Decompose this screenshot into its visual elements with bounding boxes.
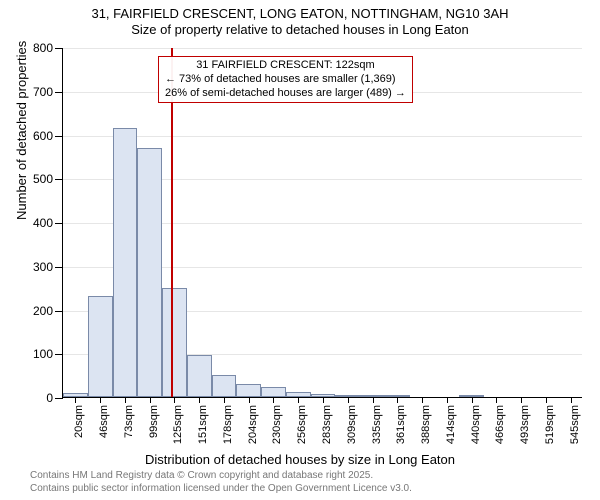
x-tick-label: 46sqm bbox=[98, 405, 110, 438]
histogram-bar bbox=[88, 296, 113, 397]
y-tick-label: 100 bbox=[33, 347, 53, 361]
histogram-bar bbox=[137, 148, 162, 397]
chart-title: 31, FAIRFIELD CRESCENT, LONG EATON, NOTT… bbox=[0, 0, 600, 39]
y-tick-label: 800 bbox=[33, 41, 53, 55]
y-tick bbox=[55, 398, 63, 399]
y-tick bbox=[55, 179, 63, 180]
annotation-line: 26% of semi-detached houses are larger (… bbox=[165, 87, 406, 101]
footer-line-2: Contains public sector information licen… bbox=[30, 483, 412, 496]
x-tick-label: 309sqm bbox=[346, 405, 358, 444]
x-tick-label: 466sqm bbox=[494, 405, 506, 444]
x-tick-label: 545sqm bbox=[569, 405, 581, 444]
y-tick-label: 700 bbox=[33, 85, 53, 99]
y-tick-label: 200 bbox=[33, 304, 53, 318]
gridline bbox=[63, 48, 582, 49]
title-line-1: 31, FAIRFIELD CRESCENT, LONG EATON, NOTT… bbox=[0, 6, 600, 22]
x-tick-label: 335sqm bbox=[371, 405, 383, 444]
x-tick bbox=[472, 397, 473, 403]
y-tick bbox=[55, 92, 63, 93]
histogram-bar bbox=[187, 355, 212, 397]
y-tick bbox=[55, 354, 63, 355]
histogram-bar bbox=[261, 387, 286, 397]
annotation-line: ← 73% of detached houses are smaller (1,… bbox=[165, 73, 406, 87]
attribution-footer: Contains HM Land Registry data © Crown c… bbox=[30, 470, 412, 495]
x-tick bbox=[422, 397, 423, 403]
x-tick bbox=[298, 397, 299, 403]
x-tick-label: 361sqm bbox=[395, 405, 407, 444]
x-tick-label: 20sqm bbox=[73, 405, 85, 438]
x-tick bbox=[373, 397, 374, 403]
footer-line-1: Contains HM Land Registry data © Crown c… bbox=[30, 470, 412, 483]
plot-frame: 010020030040050060070080020sqm46sqm73sqm… bbox=[62, 48, 582, 398]
x-tick-label: 151sqm bbox=[197, 405, 209, 444]
chart-plot-area: 010020030040050060070080020sqm46sqm73sqm… bbox=[62, 48, 582, 398]
x-tick-label: 99sqm bbox=[148, 405, 160, 438]
x-tick bbox=[348, 397, 349, 403]
gridline bbox=[63, 136, 582, 137]
histogram-bar bbox=[212, 375, 237, 397]
x-tick bbox=[75, 397, 76, 403]
y-tick-label: 0 bbox=[46, 391, 53, 405]
x-tick-label: 125sqm bbox=[172, 405, 184, 444]
x-tick bbox=[447, 397, 448, 403]
x-tick-label: 178sqm bbox=[222, 405, 234, 444]
x-tick bbox=[546, 397, 547, 403]
x-tick bbox=[100, 397, 101, 403]
histogram-bar bbox=[113, 128, 138, 397]
x-tick-label: 256sqm bbox=[296, 405, 308, 444]
y-tick-label: 500 bbox=[33, 172, 53, 186]
histogram-bar bbox=[162, 288, 187, 397]
x-tick-label: 283sqm bbox=[321, 405, 333, 444]
y-tick bbox=[55, 311, 63, 312]
y-tick bbox=[55, 136, 63, 137]
x-tick-label: 73sqm bbox=[123, 405, 135, 438]
y-axis-label: Number of detached properties bbox=[14, 41, 29, 220]
y-tick-label: 300 bbox=[33, 260, 53, 274]
histogram-bar bbox=[236, 384, 261, 397]
x-tick bbox=[150, 397, 151, 403]
title-line-2: Size of property relative to detached ho… bbox=[0, 22, 600, 38]
x-tick bbox=[521, 397, 522, 403]
x-tick-label: 440sqm bbox=[470, 405, 482, 444]
x-tick bbox=[174, 397, 175, 403]
x-tick-label: 414sqm bbox=[445, 405, 457, 444]
annotation-line: 31 FAIRFIELD CRESCENT: 122sqm bbox=[165, 59, 406, 73]
x-tick-label: 519sqm bbox=[544, 405, 556, 444]
annotation-box: 31 FAIRFIELD CRESCENT: 122sqm← 73% of de… bbox=[158, 56, 413, 103]
y-tick-label: 600 bbox=[33, 129, 53, 143]
y-tick bbox=[55, 223, 63, 224]
x-tick bbox=[199, 397, 200, 403]
x-tick-label: 230sqm bbox=[271, 405, 283, 444]
x-tick-label: 493sqm bbox=[519, 405, 531, 444]
x-tick bbox=[224, 397, 225, 403]
y-tick bbox=[55, 267, 63, 268]
y-tick-label: 400 bbox=[33, 216, 53, 230]
y-tick bbox=[55, 48, 63, 49]
x-tick bbox=[125, 397, 126, 403]
x-tick bbox=[571, 397, 572, 403]
x-tick-label: 204sqm bbox=[247, 405, 259, 444]
x-tick bbox=[397, 397, 398, 403]
x-tick bbox=[323, 397, 324, 403]
x-tick bbox=[273, 397, 274, 403]
x-tick bbox=[249, 397, 250, 403]
x-axis-label: Distribution of detached houses by size … bbox=[0, 452, 600, 467]
x-tick-label: 388sqm bbox=[420, 405, 432, 444]
x-tick bbox=[496, 397, 497, 403]
